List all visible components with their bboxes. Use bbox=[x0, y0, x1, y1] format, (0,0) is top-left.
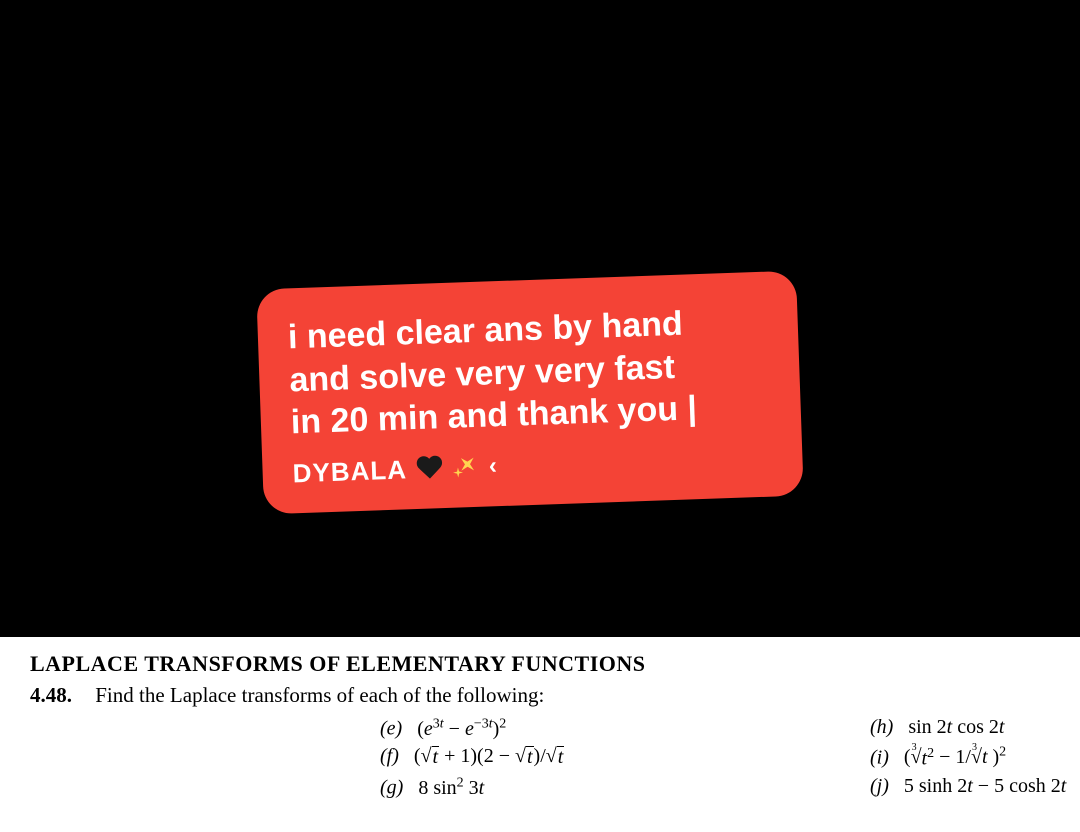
item-label: (f) bbox=[380, 745, 399, 767]
item-expr: (3√t2 − 1/3√t )2 bbox=[904, 746, 1006, 768]
trailing-symbol: ‹ bbox=[488, 452, 497, 480]
item-label: (e) bbox=[380, 718, 402, 740]
problem-sheet: LAPLACE TRANSFORMS OF ELEMENTARY FUNCTIO… bbox=[0, 637, 1080, 832]
problem-number: 4.48. bbox=[30, 683, 72, 707]
sparkle-icon bbox=[452, 453, 481, 482]
item-expr: sin 2t cos 2t bbox=[908, 716, 1004, 738]
item-label: (j) bbox=[870, 775, 889, 797]
section-title: LAPLACE TRANSFORMS OF ELEMENTARY FUNCTIO… bbox=[30, 651, 1050, 677]
item-i: (i) (3√t2 − 1/3√t )2 bbox=[870, 745, 1080, 771]
item-label: (g) bbox=[380, 777, 403, 799]
item-h: (h) sin 2t cos 2t bbox=[870, 716, 1080, 741]
item-expr: 8 sin2 3t bbox=[418, 777, 484, 799]
problem-items: (e) (e3t − e−3t)2 (h) sin 2t cos 2t (f) … bbox=[380, 716, 1050, 800]
problem-text: Find the Laplace transforms of each of t… bbox=[95, 683, 544, 707]
instruction-callout: i need clear ans by hand and solve very … bbox=[256, 271, 804, 514]
item-j: (j) 5 sinh 2t − 5 cosh 2t bbox=[870, 775, 1080, 800]
item-f: (f) (√t + 1)(2 − √t)/√t bbox=[380, 745, 780, 771]
signature-text: DYBALA bbox=[292, 454, 407, 489]
item-expr: 5 sinh 2t − 5 cosh 2t bbox=[904, 775, 1066, 797]
item-expr: (√t + 1)(2 − √t)/√t bbox=[414, 745, 564, 767]
item-g: (g) 8 sin2 3t bbox=[380, 775, 780, 800]
signature-row: DYBALA ‹ bbox=[292, 441, 773, 489]
item-expr: (e3t − e−3t)2 bbox=[417, 718, 506, 740]
heart-icon bbox=[417, 456, 444, 481]
item-label: (i) bbox=[870, 746, 889, 768]
item-e: (e) (e3t − e−3t)2 bbox=[380, 716, 780, 741]
item-label: (h) bbox=[870, 716, 893, 738]
problem-statement: 4.48. Find the Laplace transforms of eac… bbox=[30, 683, 1050, 708]
